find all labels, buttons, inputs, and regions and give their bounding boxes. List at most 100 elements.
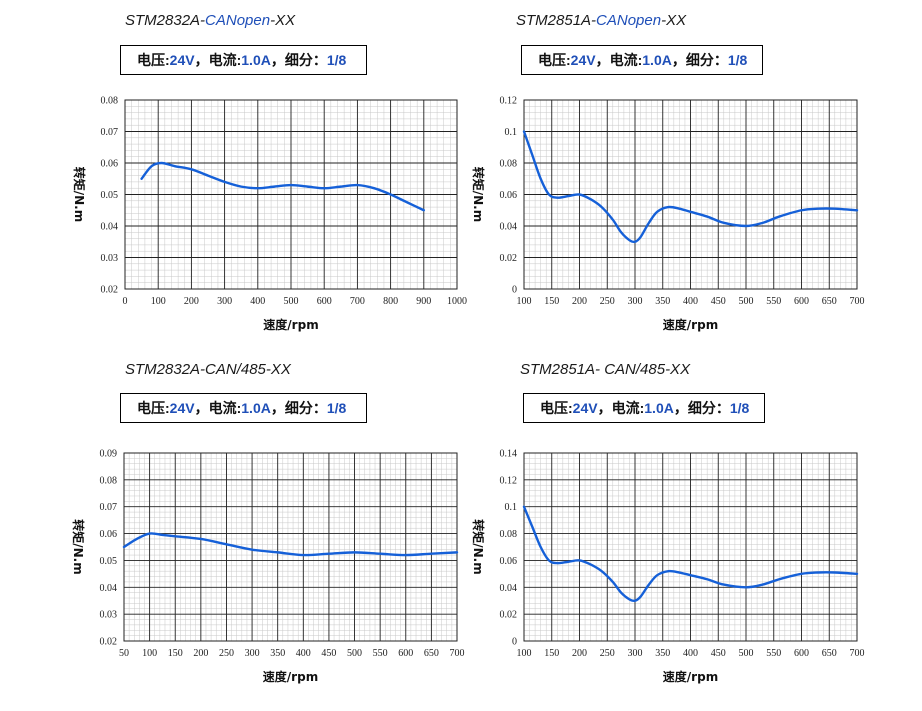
microstep-label: ，细分：	[270, 52, 327, 68]
current-label: ，电流:	[597, 400, 645, 416]
x-tick-label: 200	[572, 648, 587, 659]
x-tick-label: 500	[284, 296, 299, 307]
y-axis-label: 转矩/N.m	[471, 167, 486, 223]
current-value: 1.0A	[642, 52, 672, 68]
y-tick-label: 0.06	[101, 159, 119, 170]
x-tick-label: 250	[600, 648, 615, 659]
x-tick-label: 550	[766, 648, 781, 659]
x-tick-label: 500	[739, 296, 754, 307]
x-tick-label: 100	[517, 296, 532, 307]
y-tick-label: 0.03	[100, 610, 118, 621]
series-line-torque	[522, 505, 859, 603]
plot-svg: 50 100 150 200 250 300 350 400 450 500 550 600 650 70…	[71, 449, 465, 685]
y-axis-label: 转矩/N.m	[72, 167, 87, 223]
plot-svg: 100 150 200 250 300 350 400 450 500 550 600 650 700 0…	[471, 96, 865, 333]
microstep-value: 1/8	[326, 52, 347, 68]
x-tick-label: 400	[250, 296, 265, 307]
chart-panel-2: STM2851A-CANopen-XX 电压:24V，电流:1.0A，细分：1/…	[461, 0, 922, 355]
params-box: 电压:24V，电流:1.0A，细分：1/8	[523, 393, 765, 423]
x-tick-label: 700	[450, 648, 465, 659]
y-tick-label: 0.1	[505, 127, 518, 138]
plot-svg: 0 100 200 300 400 500 600 700 800 900 1000 0.02 0.03…	[72, 96, 467, 333]
x-axis-label: 速度/rpm	[263, 317, 318, 332]
microstep-value: 1/8	[727, 52, 748, 68]
x-axis-label: 速度/rpm	[663, 669, 718, 684]
x-tick-label: 600	[317, 296, 332, 307]
y-tick-label: 0.04	[500, 583, 518, 594]
x-tick-label: 650	[424, 648, 439, 659]
y-tick-label: 0.08	[100, 475, 118, 486]
x-tick-label: 700	[850, 296, 865, 307]
chart-panel-4: STM2851A- CAN/485-XX 电压:24V，电流:1.0A，细分：1…	[461, 355, 922, 710]
x-tick-label: 700	[850, 648, 865, 659]
x-tick-label: 200	[184, 296, 199, 307]
x-tick-label: 450	[711, 296, 726, 307]
y-tick-label: 0.04	[500, 222, 518, 233]
x-tick-label: 0	[123, 296, 128, 307]
x-tick-label: 450	[321, 648, 336, 659]
x-tick-label: 1000	[447, 296, 467, 307]
y-tick-label: 0	[512, 637, 517, 648]
x-tick-label: 250	[219, 648, 234, 659]
x-tick-label: 350	[270, 648, 285, 659]
x-tick-label: 650	[822, 296, 837, 307]
params-box: 电压:24V，电流:1.0A，细分：1/8	[120, 45, 367, 75]
voltage-label: 电压:	[538, 52, 571, 68]
y-axis-label: 转矩/N.m	[71, 519, 86, 575]
current-label: ，电流:	[595, 52, 643, 68]
x-tick-label: 650	[822, 648, 837, 659]
y-tick-label: 0.05	[100, 556, 118, 567]
series-line-torque	[140, 161, 425, 212]
chart-panel-3: STM2832A-CAN/485-XX 电压:24V，电流:1.0A，细分：1/…	[0, 355, 465, 710]
microstep-label: ，细分：	[671, 52, 728, 68]
x-tick-label: 600	[398, 648, 413, 659]
voltage-value: 24V	[169, 52, 195, 68]
microstep-label: ，细分：	[270, 400, 327, 416]
chart-title: STM2851A-CANopen-XX	[516, 12, 687, 29]
y-tick-label: 0.04	[100, 583, 118, 594]
series-line-torque	[522, 130, 859, 244]
y-tick-label: 0.02	[101, 285, 119, 296]
y-tick-label: 0.06	[100, 529, 118, 540]
y-tick-label: 0.06	[500, 556, 518, 567]
chart-title: STM2851A- CAN/485-XX	[520, 361, 691, 378]
y-tick-label: 0.06	[500, 190, 518, 201]
voltage-label: 电压:	[137, 52, 170, 68]
y-axis-label: 转矩/N.m	[471, 519, 486, 575]
voltage-value: 24V	[570, 52, 596, 68]
x-tick-label: 300	[217, 296, 232, 307]
x-tick-label: 200	[572, 296, 587, 307]
y-tick-label: 0.12	[500, 96, 518, 107]
y-tick-label: 0.08	[101, 96, 119, 107]
x-tick-label: 300	[628, 296, 643, 307]
voltage-value: 24V	[169, 400, 195, 416]
y-tick-label: 0	[512, 285, 517, 296]
microstep-label: ，细分：	[673, 400, 730, 416]
x-tick-label: 300	[245, 648, 260, 659]
plot-frame	[124, 99, 458, 290]
x-tick-label: 500	[739, 648, 754, 659]
y-tick-label: 0.02	[500, 610, 518, 621]
chart-panel-1: STM2832A-CANopen-XX 电压:24V，电流:1.0A，细分：1/…	[0, 0, 467, 355]
x-tick-label: 400	[683, 648, 698, 659]
x-tick-label: 900	[416, 296, 431, 307]
microstep-value: 1/8	[326, 400, 347, 416]
x-tick-label: 100	[151, 296, 166, 307]
x-tick-label: 150	[544, 648, 559, 659]
y-tick-label: 0.02	[500, 253, 518, 264]
x-tick-label: 400	[683, 296, 698, 307]
microstep-value: 1/8	[729, 400, 750, 416]
current-label: ，电流:	[194, 400, 242, 416]
current-value: 1.0A	[241, 52, 271, 68]
y-tick-label: 0.05	[101, 190, 119, 201]
plot-frame	[523, 99, 858, 290]
current-value: 1.0A	[644, 400, 674, 416]
x-tick-label: 550	[373, 648, 388, 659]
series-line-torque	[122, 532, 459, 557]
x-tick-label: 100	[517, 648, 532, 659]
y-tick-label: 0.04	[101, 222, 119, 233]
params-box: 电压:24V，电流:1.0A，细分：1/8	[521, 45, 763, 75]
voltage-label: 电压:	[540, 400, 573, 416]
y-tick-label: 0.03	[101, 253, 119, 264]
x-tick-label: 800	[383, 296, 398, 307]
